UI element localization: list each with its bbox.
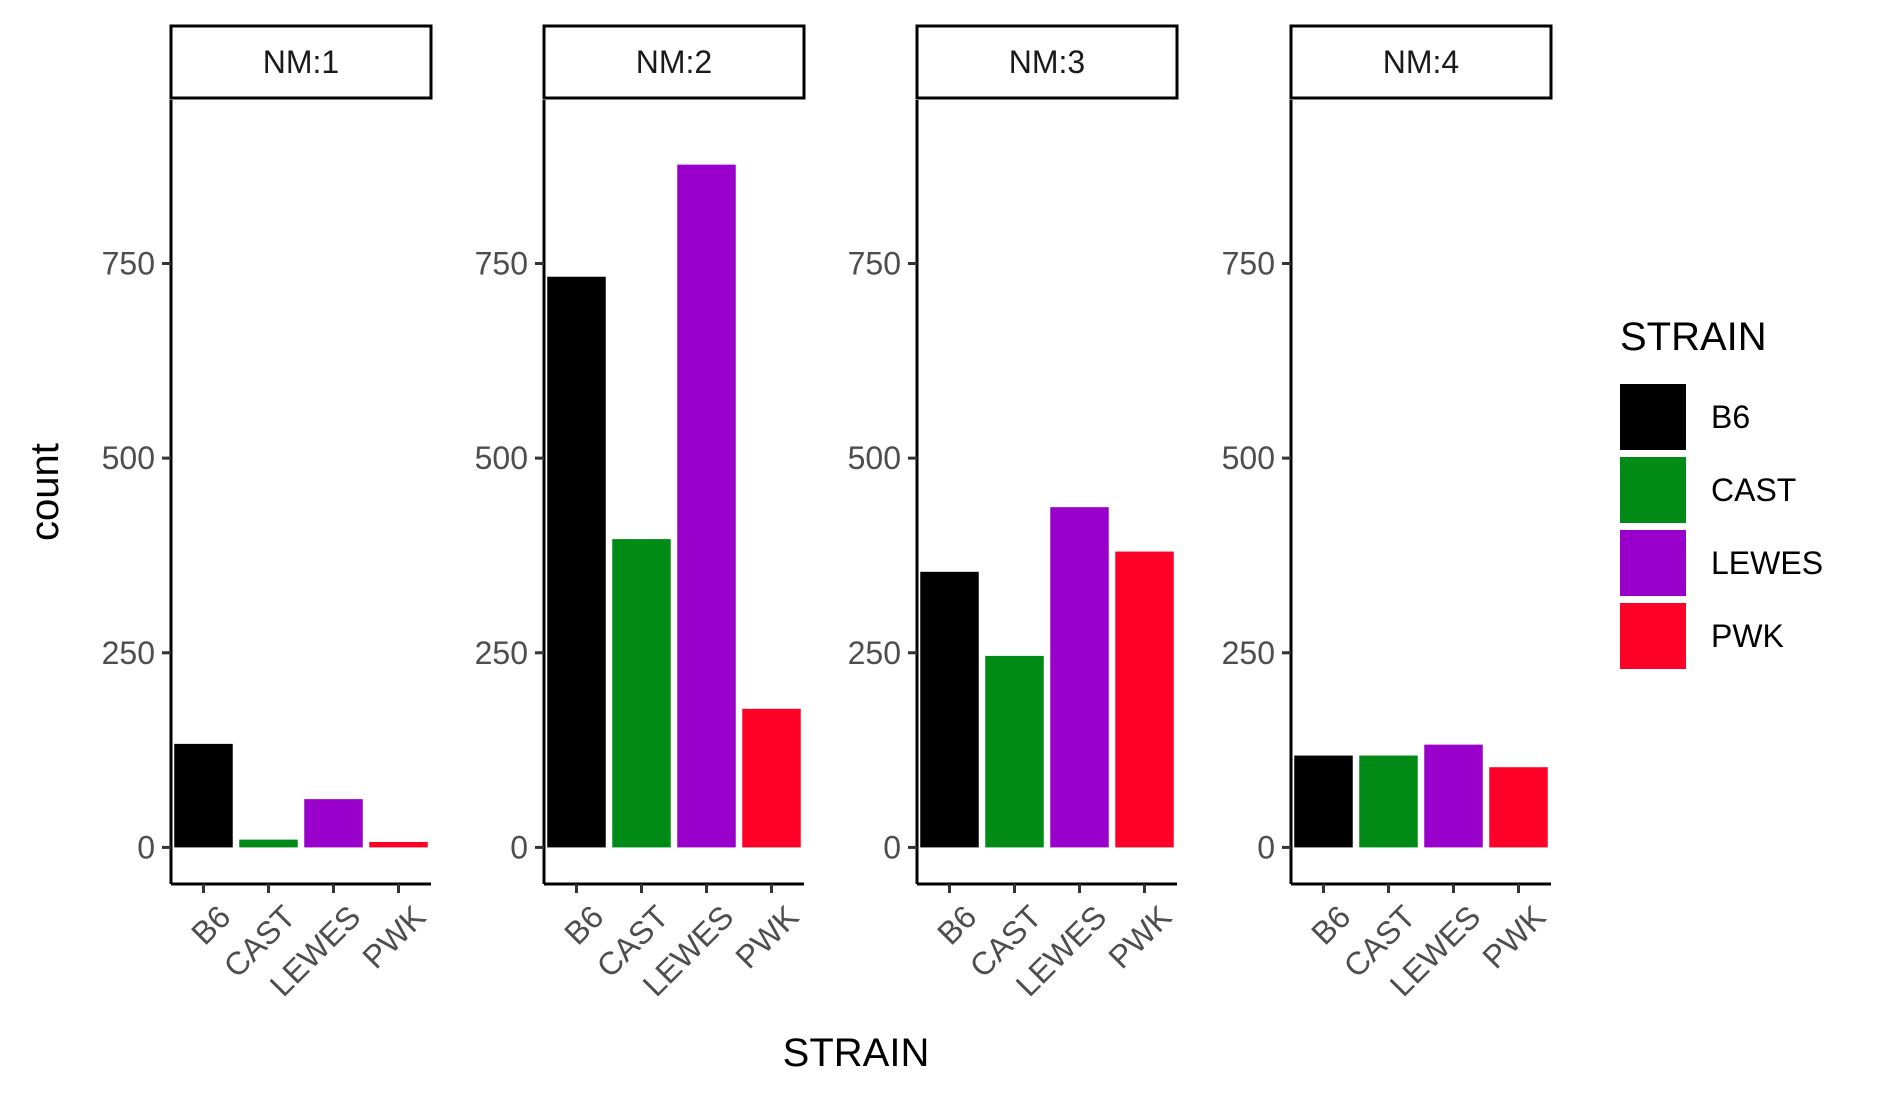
y-tick-label: 500: [1222, 440, 1275, 476]
x-tick-label: PWK: [1101, 898, 1178, 975]
legend-label: B6: [1711, 399, 1750, 435]
facet-strip: [915, 24, 1179, 100]
facet-strip-label: NM:1: [263, 44, 339, 80]
x-tick-label: B6: [184, 898, 237, 951]
x-tick-label: PWK: [1475, 898, 1552, 975]
y-tick-label: 750: [1222, 245, 1275, 281]
bar: [742, 708, 801, 848]
bar: [985, 655, 1044, 848]
legend-key: [1620, 457, 1686, 523]
y-tick-label: 750: [102, 245, 155, 281]
y-tick-label: 250: [475, 635, 528, 671]
facet-strip-label: NM:4: [1383, 44, 1459, 80]
y-tick-label: 0: [883, 829, 901, 865]
y-tick-label: 0: [510, 829, 528, 865]
y-tick-label: 250: [848, 635, 901, 671]
facet-strip: [542, 24, 806, 100]
y-tick-label: 250: [1222, 635, 1275, 671]
bar: [1050, 507, 1109, 848]
bar: [239, 839, 298, 848]
legend-title: STRAIN: [1620, 315, 1767, 359]
x-tick-label: PWK: [728, 898, 805, 975]
x-axis-title: STRAIN: [783, 1031, 930, 1075]
bar: [304, 799, 363, 848]
facet-strip-label: NM:2: [636, 44, 712, 80]
legend-key: [1620, 603, 1686, 669]
bar: [1294, 755, 1353, 848]
bar: [1489, 767, 1548, 848]
legend-label: LEWES: [1711, 545, 1823, 581]
bar: [174, 743, 233, 848]
bar: [547, 276, 606, 848]
legend-label: PWK: [1711, 618, 1784, 654]
bar: [369, 841, 428, 848]
x-tick-label: B6: [1304, 898, 1357, 951]
y-tick-label: 500: [848, 440, 901, 476]
x-tick-label: B6: [557, 898, 610, 951]
bar: [920, 571, 979, 848]
bar: [677, 164, 736, 848]
x-tick-label: PWK: [355, 898, 432, 975]
x-tick-label: B6: [930, 898, 983, 951]
facet-strip: [1289, 24, 1553, 100]
y-tick-label: 250: [102, 635, 155, 671]
bar: [1359, 755, 1418, 848]
y-tick-label: 750: [848, 245, 901, 281]
facet-strip-label: NM:3: [1009, 44, 1085, 80]
bar: [1115, 551, 1174, 848]
facet-strip: [169, 24, 433, 100]
legend-key: [1620, 384, 1686, 450]
legend-key: [1620, 530, 1686, 596]
legend-label: CAST: [1711, 472, 1796, 508]
y-tick-label: 0: [137, 829, 155, 865]
legend: STRAIN B6 CAST LEWES PWK: [1620, 315, 1823, 669]
y-tick-label: 750: [475, 245, 528, 281]
bar: [612, 539, 671, 848]
facet-panels: NM:10250500750B6CASTLEWESPWKNM:202505007…: [102, 24, 1553, 1003]
bar: [1424, 744, 1483, 848]
y-axis-title: count: [23, 443, 67, 541]
y-tick-label: 500: [475, 440, 528, 476]
y-tick-label: 0: [1257, 829, 1275, 865]
y-tick-label: 500: [102, 440, 155, 476]
